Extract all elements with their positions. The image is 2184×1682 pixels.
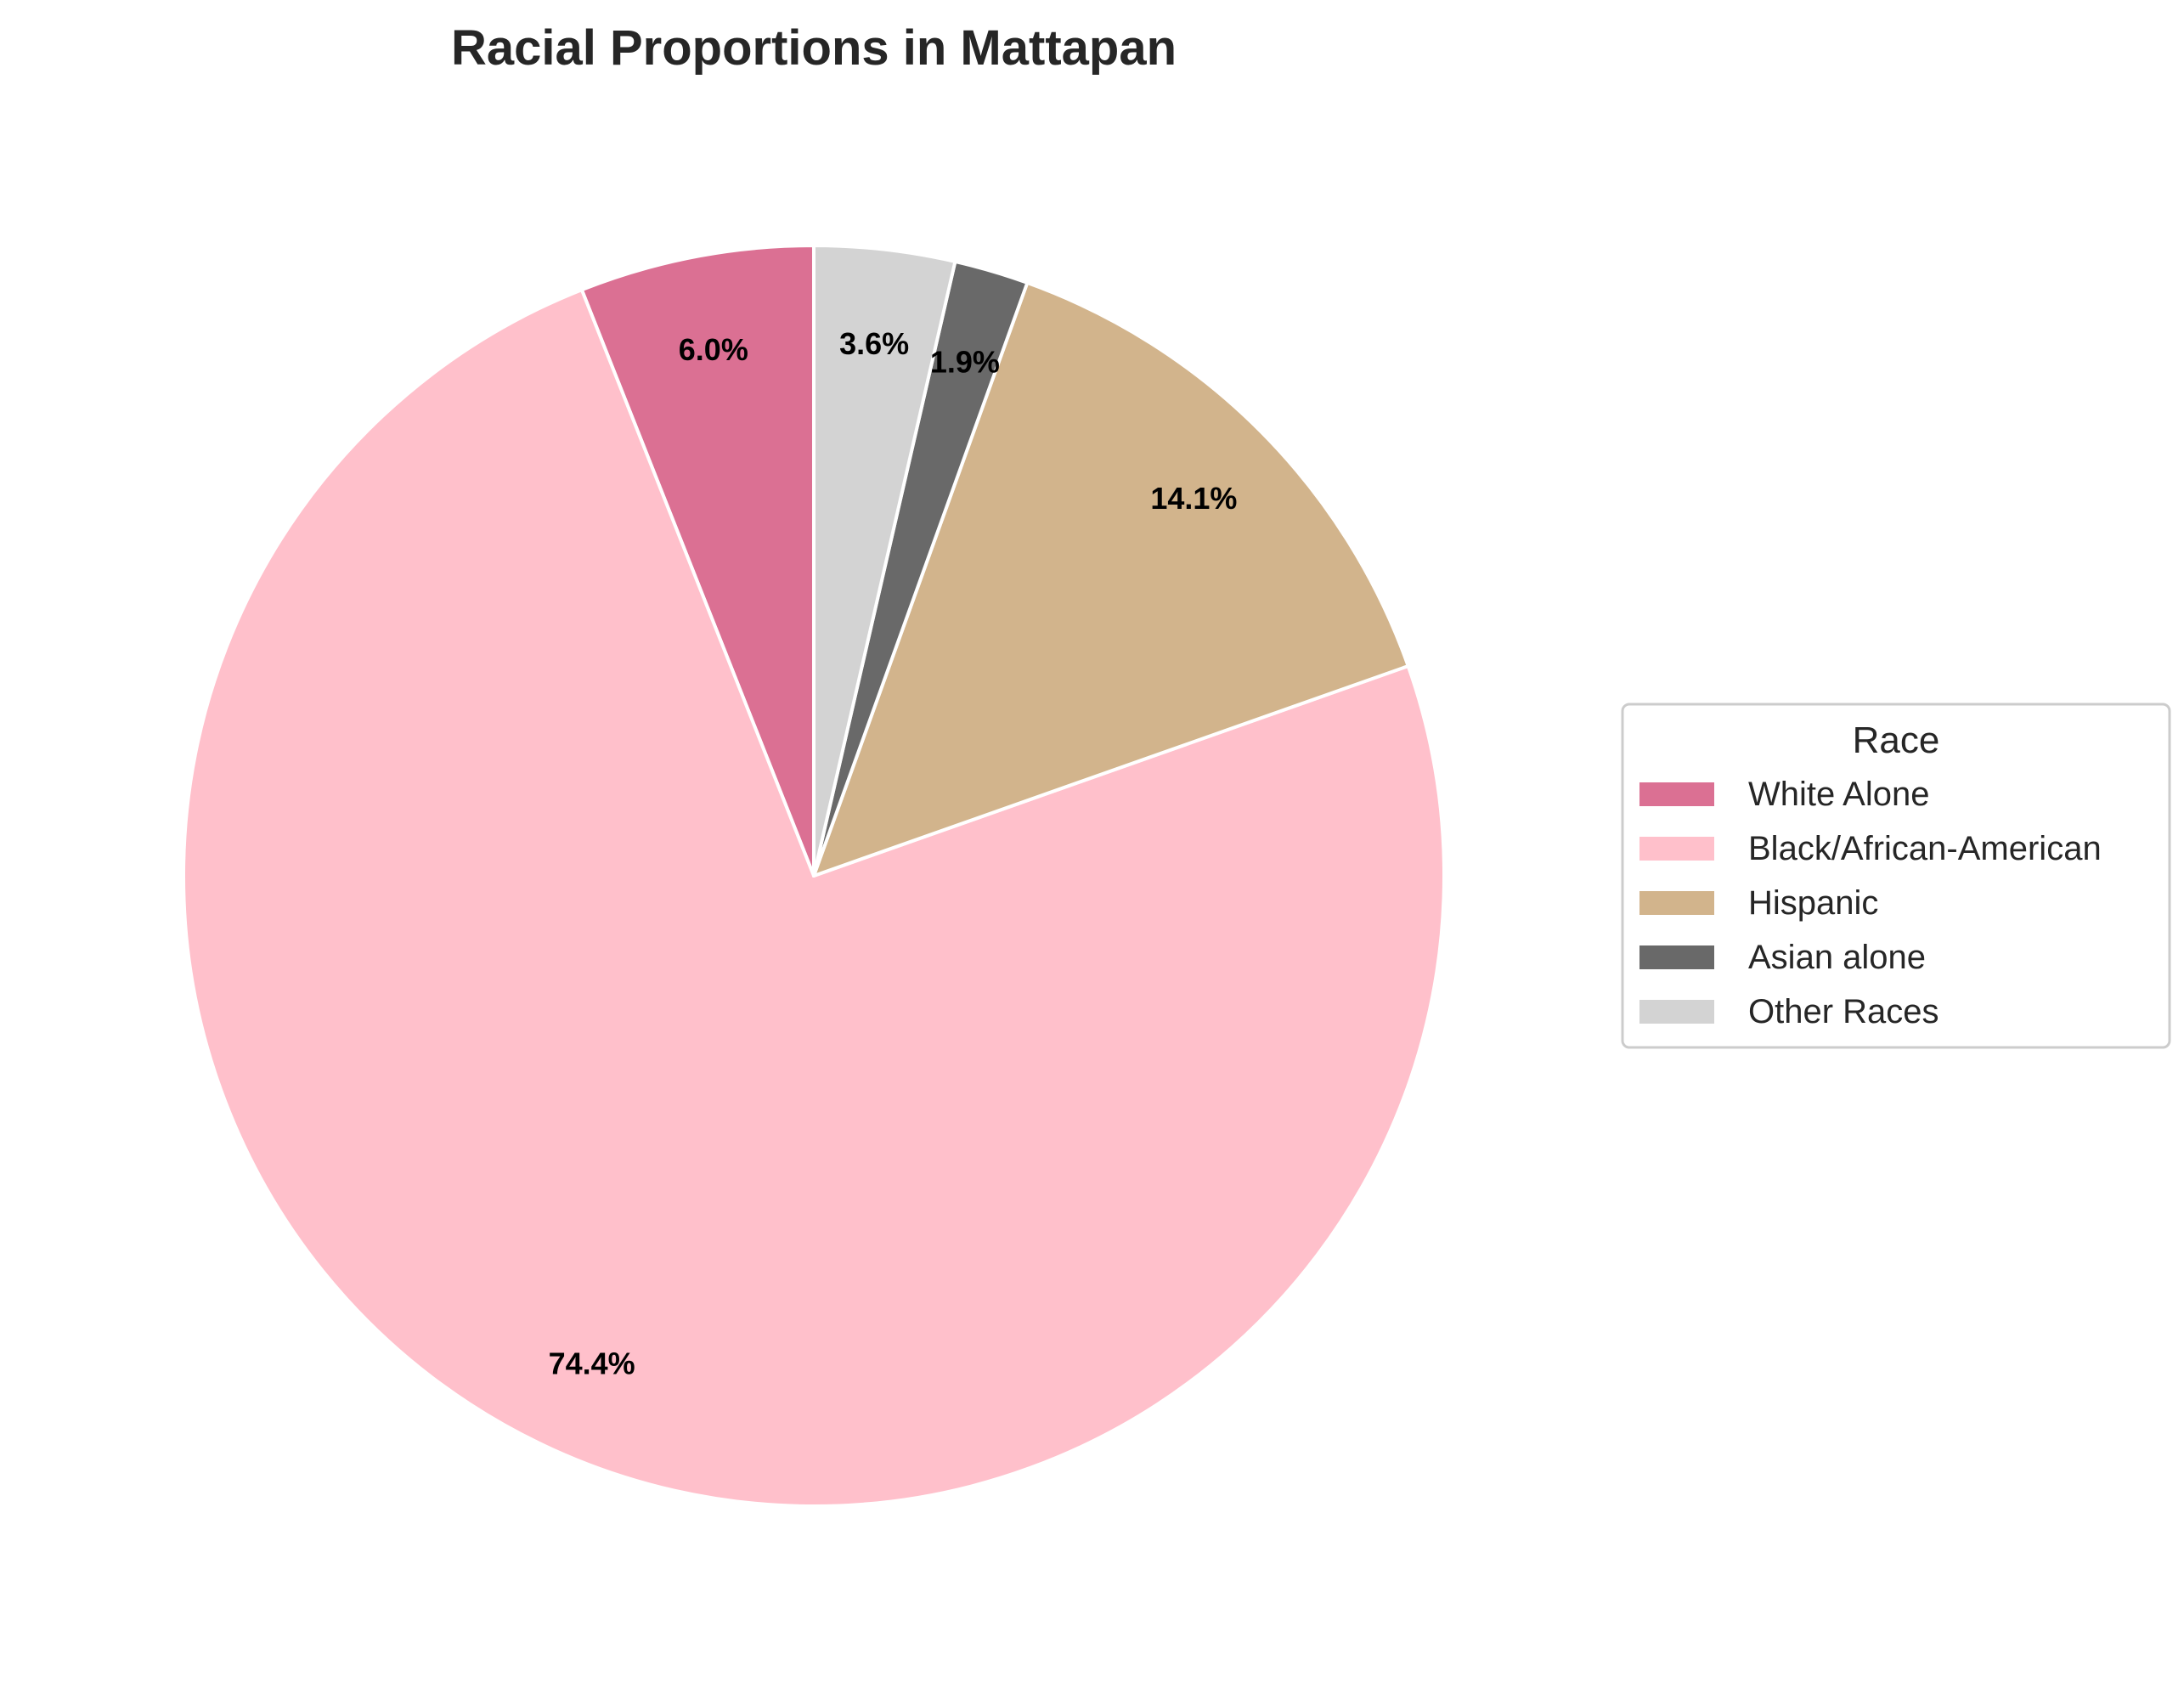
pie-label-other-races: 3.6%: [839, 326, 909, 361]
pie-slices: [182, 244, 1446, 1508]
legend-swatch-white-alone: [1639, 782, 1714, 806]
pie-percentage-labels: 6.0% 74.4% 14.1% 1.9% 3.6%: [549, 326, 1238, 1381]
legend-swatch-black-african-american: [1639, 837, 1714, 861]
pie-label-white-alone: 6.0%: [679, 332, 748, 367]
chart-title: Racial Proportions in Mattapan: [451, 20, 1177, 76]
pie-label-hispanic: 14.1%: [1150, 481, 1237, 516]
legend-swatch-hispanic: [1639, 891, 1714, 915]
legend-title: Race: [1853, 720, 1940, 761]
legend-label-white-alone: White Alone: [1748, 776, 1929, 813]
legend: Race White Alone Black/African-American Hi…: [1621, 703, 2171, 1049]
legend-label-black-african-american: Black/African-American: [1748, 830, 2102, 867]
pie-slice-white-alone: [579, 244, 815, 878]
pie-label-black-african-american: 74.4%: [549, 1346, 635, 1381]
pie-slice-other-races: [812, 244, 957, 878]
legend-swatch-asian-alone: [1639, 945, 1714, 969]
pie-label-asian-alone: 1.9%: [930, 344, 1000, 379]
legend-label-hispanic: Hispanic: [1748, 884, 1878, 922]
legend-label-asian-alone: Asian alone: [1748, 939, 1926, 976]
legend-swatch-other-races: [1639, 1000, 1714, 1024]
legend-items: White Alone Black/African-American Hispani…: [1639, 776, 2102, 1030]
pie-slice-hispanic: [812, 280, 1410, 878]
legend-label-other-races: Other Races: [1748, 993, 1939, 1030]
legend-frame: [1621, 703, 2171, 1049]
pie-slice-black-african-american: [182, 288, 1446, 1508]
